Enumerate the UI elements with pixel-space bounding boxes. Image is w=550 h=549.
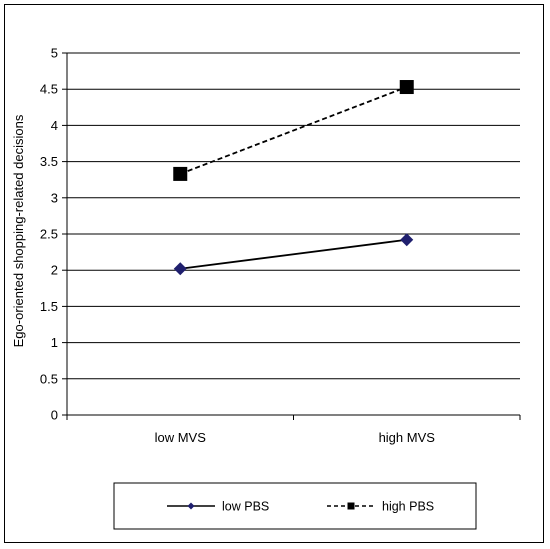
- y-tick-label: 1.5: [40, 299, 58, 314]
- legend-item: high PBS: [327, 500, 434, 514]
- y-tick-label: 1: [51, 335, 58, 350]
- legend-item: low PBS: [167, 500, 269, 514]
- data-point-square: [347, 502, 355, 510]
- data-point-diamond: [400, 233, 414, 247]
- y-tick-label: 2.5: [40, 227, 58, 242]
- y-tick-label: 0.5: [40, 371, 58, 386]
- data-point-square: [173, 166, 188, 181]
- y-tick-label: 5: [51, 46, 58, 61]
- x-tick-label: high MVS: [379, 430, 436, 445]
- series-high-pbs: [173, 80, 414, 181]
- y-tick-label: 4.5: [40, 82, 58, 97]
- legend-label: low PBS: [222, 500, 269, 514]
- y-tick-label: 3.5: [40, 154, 58, 169]
- legend: low PBS high PBS: [113, 482, 477, 530]
- series: [173, 80, 414, 276]
- line-chart: 0 0.5 1 1.5 2 2.5 3 3.5 4 4.5 5 low MVS high MVS Eg…: [11, 46, 521, 530]
- y-tick-labels: 0 0.5 1 1.5 2 2.5 3 3.5 4 4.5 5: [40, 46, 58, 423]
- series-low-pbs: [173, 233, 414, 276]
- y-axis-title: Ego-oriented shopping-related decisions: [11, 114, 26, 347]
- chart-frame: 0 0.5 1 1.5 2 2.5 3 3.5 4 4.5 5 low MVS high MVS Eg…: [4, 4, 544, 543]
- data-point-diamond: [187, 502, 195, 510]
- series-line: [180, 238, 407, 270]
- y-tick-label: 4: [51, 118, 58, 133]
- y-tick-label: 0: [51, 408, 58, 423]
- x-tick-label: low MVS: [155, 430, 207, 445]
- data-point-diamond: [173, 262, 187, 276]
- legend-label: high PBS: [382, 500, 434, 514]
- series-line: [179, 86, 408, 175]
- gridlines: [67, 52, 520, 380]
- axes: [62, 52, 521, 420]
- data-point-square: [399, 80, 414, 95]
- y-tick-label: 3: [51, 190, 58, 205]
- x-tick-labels: low MVS high MVS: [155, 430, 436, 445]
- y-tick-label: 2: [51, 263, 58, 278]
